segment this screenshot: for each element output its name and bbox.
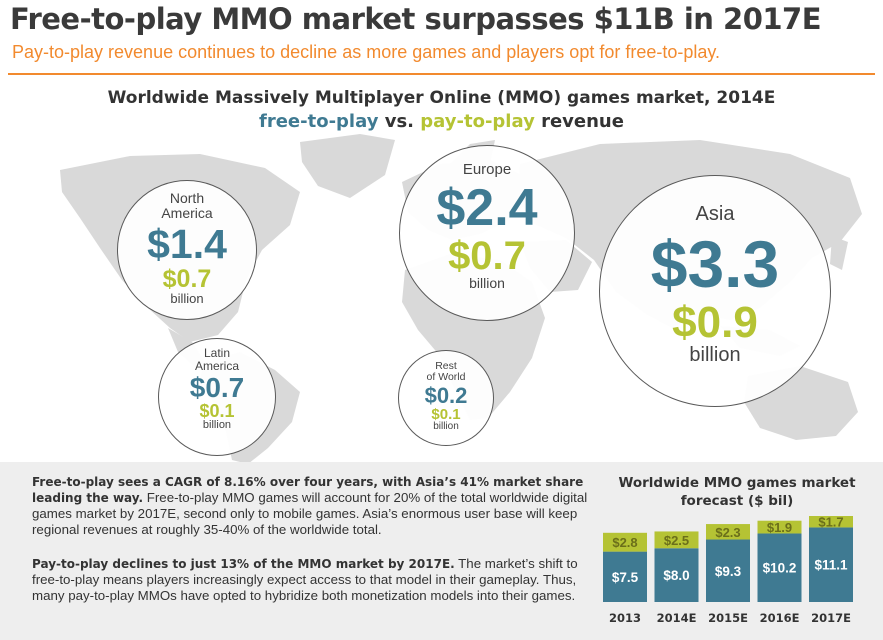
map-japan bbox=[830, 236, 848, 270]
bar-free-to-play bbox=[757, 533, 802, 602]
bar-label-pay-to-play: $2.5 bbox=[664, 533, 689, 548]
map-chart-title: Worldwide Massively Multiplayer Online (… bbox=[107, 88, 776, 108]
summary-paragraph-2: Pay-to-play declines to just 13% of the … bbox=[32, 556, 592, 604]
region-name: Rest bbox=[435, 360, 457, 372]
bar-label-free-to-play: $7.5 bbox=[612, 570, 639, 585]
f2p-value: $1.4 bbox=[147, 221, 227, 268]
f2p-value: $3.3 bbox=[650, 227, 780, 301]
region-name: America bbox=[161, 204, 213, 221]
page-title: Free-to-play MMO market surpasses $11B i… bbox=[10, 2, 822, 36]
bubble-asia: Asia $3.3 $0.9 billion bbox=[599, 175, 831, 407]
f2p-value: $2.4 bbox=[436, 178, 538, 237]
x-tick-label: 2017E bbox=[811, 611, 851, 625]
region-name: Latin bbox=[203, 346, 231, 360]
forecast-title-line-2: forecast ($ bil) bbox=[680, 493, 794, 509]
legend-free-to-play: free-to-play bbox=[259, 111, 379, 132]
bar-free-to-play bbox=[654, 548, 699, 602]
bar-pay-to-play bbox=[809, 516, 853, 528]
bar-label-pay-to-play: $1.7 bbox=[818, 515, 843, 530]
summary-paragraph-1: Free-to-play sees a CAGR of 8.16% over f… bbox=[32, 474, 592, 538]
bubble-north-america: North America $1.4 $0.7 billion bbox=[117, 180, 257, 320]
p2p-value: $0.1 bbox=[431, 406, 461, 424]
x-tick-label: 2015E bbox=[708, 611, 748, 625]
forecast-chart-title: Worldwide MMO games market forecast ($ b… bbox=[612, 474, 862, 510]
unit-label: billion bbox=[433, 421, 459, 433]
bar-label-pay-to-play: $2.3 bbox=[715, 525, 740, 540]
unit-label: billion bbox=[202, 419, 232, 432]
paragraph-1-body: Free-to-play MMO games will account for … bbox=[32, 490, 588, 537]
unit-label: billion bbox=[170, 291, 204, 307]
x-tick-label: 2013 bbox=[609, 611, 641, 625]
bar-free-to-play bbox=[603, 551, 647, 602]
bubble-latin-america: Latin America $0.7 $0.1 billion bbox=[158, 338, 276, 456]
bar-label-free-to-play: $10.2 bbox=[763, 561, 797, 576]
bubble-europe: Europe $2.4 $0.7 billion bbox=[399, 145, 575, 321]
bar-pay-to-play bbox=[757, 520, 802, 534]
bar-free-to-play bbox=[706, 539, 750, 602]
bar-pay-to-play bbox=[706, 524, 750, 540]
legend-suffix: revenue bbox=[541, 111, 624, 132]
paragraph-2-lead: Pay-to-play declines to just 13% of the … bbox=[32, 557, 455, 571]
bar-label-free-to-play: $11.1 bbox=[814, 558, 848, 573]
p2p-value: $0.1 bbox=[199, 401, 235, 422]
region-name: Asia bbox=[695, 203, 735, 225]
map-chart-legend: free-to-play vs. pay-to-play revenue bbox=[0, 111, 883, 132]
bar-label-pay-to-play: $2.8 bbox=[612, 535, 637, 550]
x-tick-label: 2016E bbox=[760, 611, 800, 625]
bar-free-to-play bbox=[809, 527, 853, 602]
p2p-value: $0.9 bbox=[672, 298, 758, 347]
region-name: of World bbox=[426, 371, 466, 384]
paragraph-2-body: The market’s shift to free-to-play means… bbox=[32, 556, 578, 603]
unit-label: billion bbox=[469, 274, 505, 291]
bar-pay-to-play bbox=[654, 531, 699, 549]
region-name: America bbox=[194, 358, 239, 373]
region-name: Europe bbox=[462, 161, 512, 178]
x-tick-label: 2014E bbox=[657, 611, 697, 625]
p2p-value: $0.7 bbox=[162, 265, 212, 294]
forecast-bar-chart: $7.5 $2.8 2013 $8.0 $2.5 2014E $9.3 $2.3 2015E $1… bbox=[603, 515, 853, 625]
f2p-value: $0.7 bbox=[189, 372, 245, 404]
unit-label: billion bbox=[689, 344, 741, 366]
f2p-value: $0.2 bbox=[424, 383, 468, 409]
header-divider bbox=[8, 73, 875, 75]
paragraph-1-lead: Free-to-play sees a CAGR of 8.16% over f… bbox=[32, 475, 584, 505]
bar-label-free-to-play: $9.3 bbox=[715, 564, 742, 579]
bar-pay-to-play bbox=[603, 532, 647, 552]
bar-label-free-to-play: $8.0 bbox=[663, 568, 689, 583]
p2p-value: $0.7 bbox=[448, 233, 526, 278]
page-subtitle: Pay-to-play revenue continues to decline… bbox=[12, 42, 721, 62]
legend-vs: vs. bbox=[384, 111, 415, 132]
bar-label-pay-to-play: $1.9 bbox=[767, 520, 792, 535]
map-greenland bbox=[300, 134, 395, 198]
forecast-title-line-1: Worldwide MMO games market bbox=[618, 475, 856, 491]
bubble-rest-of-world: Rest of World $0.2 $0.1 billion bbox=[398, 350, 494, 446]
legend-pay-to-play: pay-to-play bbox=[420, 111, 535, 132]
region-name: North bbox=[169, 190, 205, 206]
